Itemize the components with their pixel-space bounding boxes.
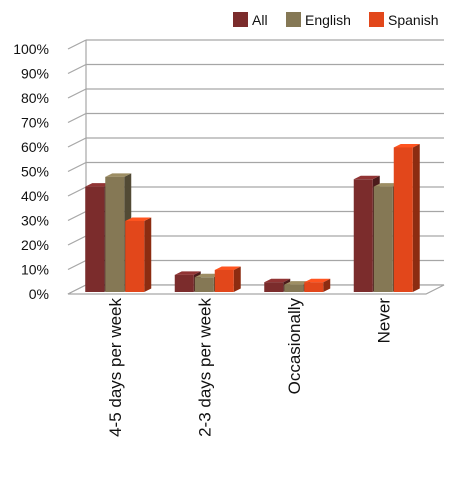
legend-swatch — [369, 12, 384, 27]
legend-item-spanish: Spanish — [369, 12, 439, 28]
category-label: Never — [374, 298, 393, 344]
legend-item-english: English — [286, 12, 351, 28]
gridline-side — [67, 186, 87, 197]
gridline-side — [67, 210, 87, 222]
chart-bars — [85, 143, 420, 292]
y-tick-label: 90% — [21, 66, 49, 82]
category-label: 4-5 days per week — [106, 298, 125, 437]
y-tick-label: 70% — [21, 115, 49, 131]
gridline-side — [67, 235, 87, 246]
y-tick-label: 10% — [21, 262, 49, 278]
y-tick-label: 40% — [21, 188, 49, 204]
chart-floor — [67, 284, 445, 295]
gridline-side — [67, 63, 87, 75]
bar-spanish-2 — [304, 278, 331, 292]
legend-item-all: All — [233, 12, 268, 28]
legend-label: English — [305, 12, 351, 28]
bar-spanish-3 — [393, 143, 420, 292]
y-tick-label: 100% — [13, 41, 49, 57]
gridline-side — [67, 137, 87, 148]
bar-spanish-1 — [214, 266, 241, 292]
x-axis-categories: 4-5 days per week 2-3 days per week Occasi… — [106, 298, 394, 437]
gridline-side — [67, 259, 87, 271]
y-axis-ticks: 0% 10% 20% 30% 40% 50% 60% 70% 80% 90% 100% — [13, 41, 49, 302]
legend-swatch — [286, 12, 301, 27]
bar-spanish-0 — [125, 217, 152, 292]
legend-label: Spanish — [388, 12, 439, 28]
floor-plane — [67, 284, 445, 295]
y-tick-label: 30% — [21, 213, 49, 229]
y-tick-label: 20% — [21, 237, 49, 253]
category-label: Occasionally — [285, 298, 304, 395]
gridline-side — [67, 88, 87, 99]
y-tick-label: 50% — [21, 164, 49, 180]
gridline-side — [67, 161, 87, 173]
gridline-side — [67, 112, 87, 124]
category-label: 2-3 days per week — [195, 298, 214, 437]
legend-label: All — [252, 12, 268, 28]
chart-legend: All English Spanish — [233, 12, 439, 28]
y-tick-label: 0% — [29, 286, 49, 302]
legend-swatch — [233, 12, 248, 27]
y-tick-label: 80% — [21, 90, 49, 106]
y-tick-label: 60% — [21, 139, 49, 155]
gridline-side — [67, 39, 87, 50]
